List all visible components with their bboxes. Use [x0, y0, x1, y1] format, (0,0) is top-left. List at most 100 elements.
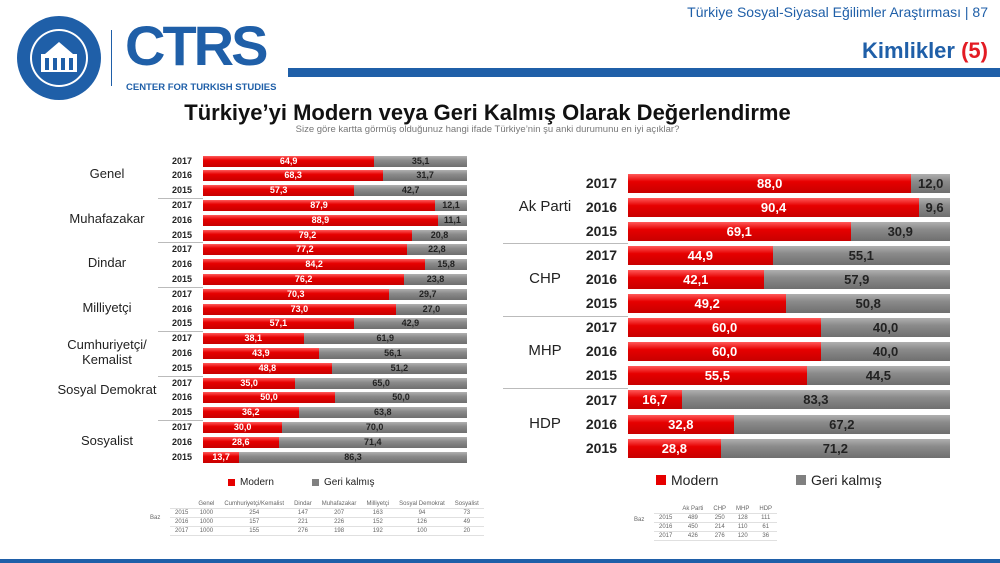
bar-modern: 69,1 — [628, 221, 851, 241]
bar-modern: 43,9 — [203, 347, 319, 359]
bar-modern: 60,0 — [628, 318, 822, 338]
group-separator — [158, 420, 203, 421]
bar-geri-kalmis: 30,9 — [850, 221, 950, 241]
bar-modern: 50,0 — [203, 392, 335, 404]
table-cell: 2015 — [654, 513, 678, 523]
bar-geri-kalmis: 61,9 — [303, 333, 467, 345]
table-cell: 94 — [394, 508, 450, 518]
section-title-text: Kimlikler — [862, 38, 955, 63]
header-rule — [288, 68, 1000, 77]
table-cell: 1000 — [193, 526, 220, 536]
table-cell: 49 — [449, 517, 484, 527]
table-cell: 2017 — [170, 526, 194, 536]
bar-geri-kalmis: 20,8 — [412, 229, 467, 241]
bar-geri-kalmis: 11,1 — [437, 214, 467, 226]
table-cell: 2016 — [170, 517, 194, 527]
bar-modern: 44,9 — [628, 245, 773, 265]
bar-modern: 35,0 — [203, 377, 296, 389]
year-label: 2015 — [585, 295, 617, 312]
table-cell: 100 — [394, 526, 450, 536]
bar-modern: 70,3 — [203, 288, 389, 300]
table-cell: 450 — [677, 522, 709, 532]
bar-modern: 60,0 — [628, 342, 822, 362]
table-row: 2017 1000 155 276 198 192 100 20 — [170, 526, 484, 536]
group-label: HDP — [529, 414, 561, 432]
year-label: 2016 — [585, 343, 617, 360]
table-cell: 198 — [316, 526, 362, 536]
table-cell: 126 — [394, 517, 450, 527]
bar-geri-kalmis: 31,7 — [383, 170, 467, 182]
legend-swatch-gray-icon — [796, 475, 806, 485]
ctrs-logo: CTRS — [125, 14, 268, 77]
bar-geri-kalmis: 42,9 — [353, 318, 467, 330]
year-label: 2017 — [171, 377, 192, 388]
logo-divider — [111, 30, 112, 86]
year-label: 2016 — [171, 170, 192, 181]
year-label: 2015 — [171, 451, 192, 462]
legend-label: Modern — [671, 472, 719, 488]
bar-geri-kalmis: 71,2 — [720, 438, 950, 458]
group-label: Genel — [89, 166, 125, 182]
table-cell: 152 — [361, 517, 395, 527]
year-label: 2016 — [171, 214, 192, 225]
group-label: Sosyalist — [80, 432, 134, 448]
table-cell: 254 — [219, 508, 290, 518]
bar-geri-kalmis: 29,7 — [388, 288, 467, 300]
table-cell: 20 — [449, 526, 484, 536]
bar-geri-kalmis: 22,8 — [406, 244, 467, 256]
year-label: 2016 — [171, 348, 192, 358]
bar-modern: 84,2 — [203, 259, 426, 271]
table-cell: 73 — [449, 508, 484, 518]
bar-modern: 38,1 — [203, 333, 304, 345]
table-cell: 128 — [731, 513, 755, 523]
table-cell: 207 — [316, 508, 362, 518]
legend-item: Modern — [656, 472, 718, 488]
year-label: 2015 — [585, 439, 617, 456]
bar-geri-kalmis: 42,7 — [354, 185, 467, 197]
year-label: 2015 — [171, 185, 192, 196]
table-cell: 157 — [219, 517, 290, 527]
bar-modern: 42,1 — [628, 269, 764, 289]
bar-geri-kalmis: 12,1 — [435, 199, 467, 211]
table-header-cell: Sosyalist — [449, 500, 484, 509]
bar-geri-kalmis: 27,0 — [395, 303, 467, 315]
year-label: 2015 — [171, 229, 192, 240]
bar-modern: 28,8 — [628, 438, 721, 458]
year-label: 2015 — [171, 362, 192, 373]
table-cell: 2016 — [654, 522, 678, 532]
bar-geri-kalmis: 55,1 — [772, 245, 950, 265]
section-number: (5) — [961, 38, 988, 63]
year-label: 2015 — [585, 222, 617, 239]
table-header-row: Ak Parti CHP MHP HDP — [654, 505, 778, 514]
year-label: 2016 — [585, 415, 617, 432]
table-header-cell: Dindar — [289, 500, 317, 509]
bar-geri-kalmis: 51,2 — [331, 362, 467, 374]
table-header-cell: Cumhuriyetçi/Kemalist — [219, 500, 290, 509]
legend-label: Geri kalmış — [811, 472, 882, 488]
group-separator — [158, 331, 203, 333]
legend-item: Modern — [228, 477, 274, 488]
table-cell: 110 — [731, 522, 755, 532]
bar-modern: 55,5 — [628, 366, 807, 386]
table-header-cell: Muhafazakar — [316, 500, 362, 509]
year-label: 2016 — [171, 303, 192, 314]
kadir-has-logo — [17, 16, 101, 100]
bar-modern: 73,0 — [203, 303, 396, 315]
bar-geri-kalmis: 67,2 — [733, 414, 950, 434]
bar-geri-kalmis: 71,4 — [278, 436, 467, 448]
group-label: Milliyetçi — [82, 299, 132, 315]
bar-modern: 48,8 — [203, 362, 332, 374]
bar-geri-kalmis: 56,1 — [318, 347, 467, 359]
year-label: 2015 — [171, 407, 192, 418]
year-label: 2016 — [585, 198, 617, 215]
legend-swatch-gray-icon — [312, 479, 319, 486]
group-label: CHP — [529, 269, 561, 287]
table-cell: 192 — [361, 526, 395, 536]
bar-geri-kalmis: 35,1 — [374, 155, 467, 167]
year-label: 2017 — [585, 319, 617, 336]
bar-modern: 13,7 — [203, 451, 240, 463]
group-separator — [503, 387, 628, 389]
group-label: Ak Parti — [518, 197, 572, 215]
table-header-cell: CHP — [708, 505, 732, 514]
